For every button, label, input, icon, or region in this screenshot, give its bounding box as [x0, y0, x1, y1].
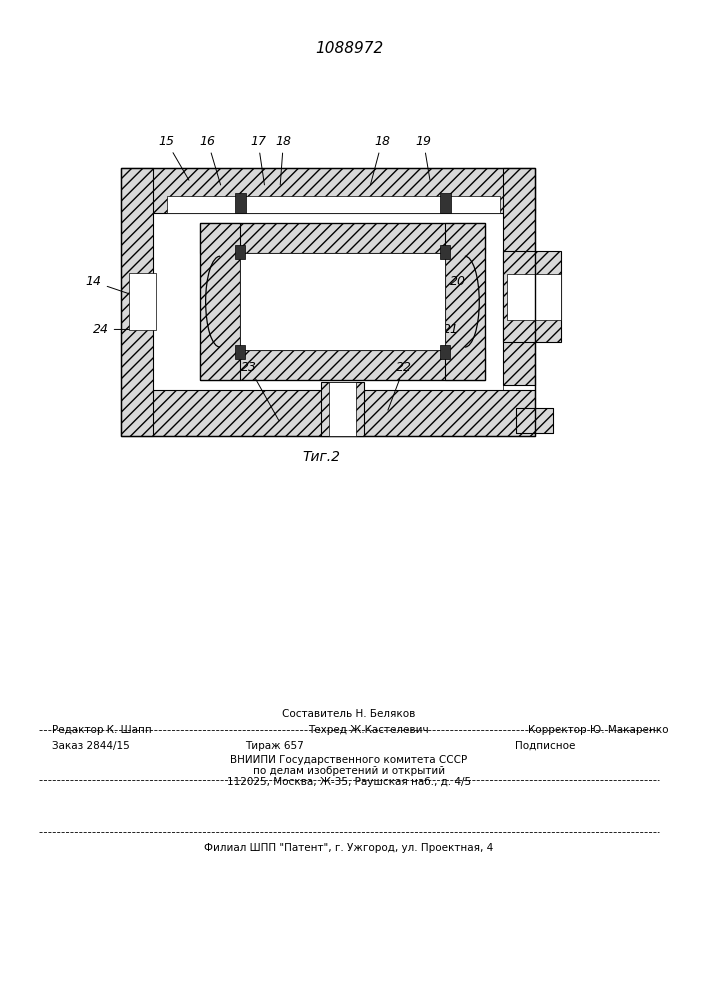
Bar — [329, 382, 356, 436]
Text: Техред Ж.Кастелевич: Техред Ж.Кастелевич — [308, 725, 428, 735]
Text: 19: 19 — [416, 135, 431, 180]
Text: Корректор Ю. Макаренко: Корректор Ю. Макаренко — [528, 725, 669, 735]
Text: Заказ 2844/15: Заказ 2844/15 — [52, 741, 130, 751]
Bar — [153, 213, 503, 390]
Text: 14: 14 — [86, 275, 150, 301]
Bar — [200, 223, 485, 253]
Bar — [503, 251, 561, 342]
Text: Подписное: Подписное — [515, 741, 575, 751]
Text: 23: 23 — [241, 361, 279, 420]
Bar — [122, 168, 535, 436]
Text: ВНИИПИ Государственного комитета СССР: ВНИИПИ Государственного комитета СССР — [230, 755, 467, 765]
Bar — [200, 350, 485, 380]
Bar — [321, 382, 364, 436]
Text: 21: 21 — [428, 323, 459, 340]
Bar — [445, 223, 485, 380]
Bar — [122, 390, 535, 436]
Bar — [516, 408, 553, 433]
Text: 16: 16 — [199, 135, 221, 185]
Text: 24: 24 — [93, 323, 150, 336]
Bar — [235, 345, 245, 359]
Bar — [503, 168, 535, 385]
Text: 22: 22 — [388, 361, 412, 410]
Bar — [440, 345, 450, 359]
Bar — [200, 223, 485, 380]
Bar — [507, 274, 561, 320]
Text: 18: 18 — [276, 135, 291, 185]
Bar — [122, 168, 153, 436]
Bar — [440, 193, 450, 213]
Text: Филиал ШПП "Патент", г. Ужгород, ул. Проектная, 4: Филиал ШПП "Патент", г. Ужгород, ул. Про… — [204, 843, 493, 853]
Text: 17: 17 — [250, 135, 266, 185]
Text: 20: 20 — [433, 275, 466, 291]
Text: 18: 18 — [370, 135, 390, 185]
Bar — [167, 196, 500, 213]
Bar — [235, 193, 246, 213]
Bar — [235, 245, 245, 259]
Text: Редактор К. Шапп: Редактор К. Шапп — [52, 725, 152, 735]
Bar — [200, 223, 240, 380]
Bar — [122, 168, 535, 213]
Bar — [129, 273, 156, 330]
Text: 15: 15 — [158, 135, 189, 180]
Text: 1088972: 1088972 — [315, 41, 383, 56]
Bar — [440, 245, 450, 259]
Bar — [516, 408, 553, 433]
Bar — [240, 253, 445, 350]
Text: по делам изобретений и открытий: по делам изобретений и открытий — [253, 766, 445, 776]
Text: Τиг.2: Τиг.2 — [303, 450, 340, 464]
Text: Тираж 657: Тираж 657 — [245, 741, 304, 751]
Text: Составитель Н. Беляков: Составитель Н. Беляков — [282, 709, 416, 719]
Text: 112025, Москва, Ж-35, Раушская наб., д. 4/5: 112025, Москва, Ж-35, Раушская наб., д. … — [227, 777, 471, 787]
